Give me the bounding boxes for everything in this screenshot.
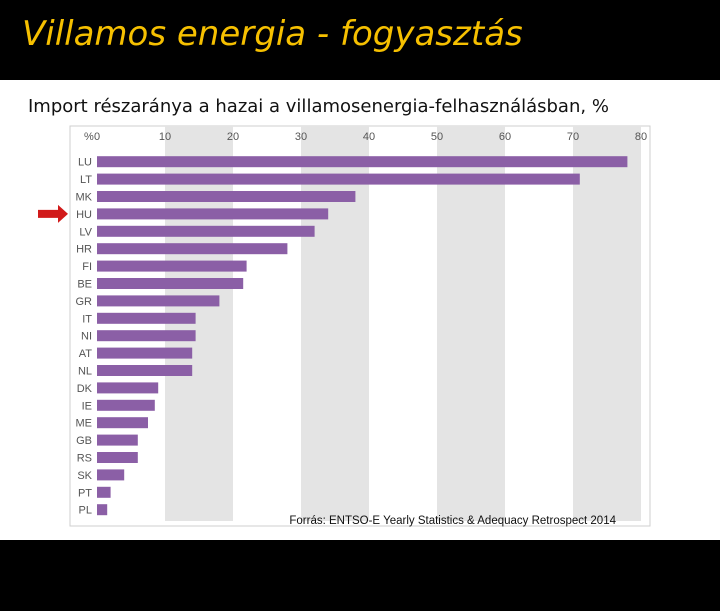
x-tick-label: 80 xyxy=(635,131,647,143)
bar-gb xyxy=(97,434,138,446)
x-tick-label: 70 xyxy=(567,131,579,143)
category-label: IE xyxy=(82,400,92,412)
bar-lt xyxy=(97,173,580,185)
bar-chart: 0 10 20 30 40 50 60 70 80 LU LT MK HU LV HR FI BE GR IT NI… xyxy=(38,125,651,527)
highlight-arrow-icon xyxy=(38,204,68,223)
category-label: IT xyxy=(82,313,92,325)
bar-pl xyxy=(97,504,108,516)
x-tick-label: 0 xyxy=(94,131,100,143)
bar-at xyxy=(97,347,193,359)
category-label: PT xyxy=(78,487,92,499)
grid-band xyxy=(301,126,369,521)
bar-hu xyxy=(97,208,329,220)
arrow-shape xyxy=(38,204,68,223)
chart-subtitle: Import részaránya a hazai a villamosener… xyxy=(28,96,609,117)
category-label: AT xyxy=(79,348,93,360)
grid-band xyxy=(573,126,641,521)
category-label: NL xyxy=(78,366,92,378)
x-axis-ticks: 0 10 20 30 40 50 60 70 80 xyxy=(94,131,647,143)
bar-gr xyxy=(97,295,220,307)
bar-be xyxy=(97,278,244,289)
bar-lv xyxy=(97,225,315,237)
category-label: LT xyxy=(80,174,92,186)
category-label: DK xyxy=(77,383,93,395)
bar-rs xyxy=(97,452,138,463)
bar-it xyxy=(97,312,196,324)
bar-ni xyxy=(97,330,196,342)
grid-band xyxy=(437,126,505,521)
bar-lu xyxy=(97,156,628,168)
category-label: NI xyxy=(81,331,92,343)
category-label: LV xyxy=(79,226,92,238)
x-tick-label: 40 xyxy=(363,131,375,143)
x-tick-label: 20 xyxy=(227,131,239,143)
bar-mk xyxy=(97,191,356,202)
category-label: GB xyxy=(76,435,92,447)
unit-label: % xyxy=(84,131,94,143)
category-label: FI xyxy=(82,261,92,273)
category-label: BE xyxy=(77,279,92,291)
x-tick-label: 10 xyxy=(159,131,171,143)
category-label: GR xyxy=(76,296,93,308)
category-label: ME xyxy=(76,418,93,430)
bar-me xyxy=(97,417,148,429)
category-label: RS xyxy=(77,453,92,465)
bar-fi xyxy=(97,260,247,272)
category-label: PL xyxy=(79,505,92,517)
category-label: SK xyxy=(77,470,92,482)
category-label: HR xyxy=(76,244,92,256)
category-labels: LU LT MK HU LV HR FI BE GR IT NI AT NL DK IE ME GB RS SK PT… xyxy=(76,157,93,517)
category-label: MK xyxy=(76,192,93,204)
category-label: LU xyxy=(78,157,92,169)
content-area: Import részaránya a hazai a villamosener… xyxy=(0,80,720,540)
slide-title: Villamos energia - fogyasztás xyxy=(22,14,523,54)
bar-pt xyxy=(97,486,111,498)
category-label: HU xyxy=(76,209,92,221)
bar-nl xyxy=(97,365,193,376)
bar-ie xyxy=(97,399,155,411)
source-note: Forrás: ENTSO-E Yearly Statistics & Adeq… xyxy=(289,515,616,527)
bar-dk xyxy=(97,382,159,394)
bar-hr xyxy=(97,243,288,255)
bar-sk xyxy=(97,469,125,481)
x-tick-label: 30 xyxy=(295,131,307,143)
x-tick-label: 60 xyxy=(499,131,511,143)
bars xyxy=(97,156,628,516)
x-tick-label: 50 xyxy=(431,131,443,143)
